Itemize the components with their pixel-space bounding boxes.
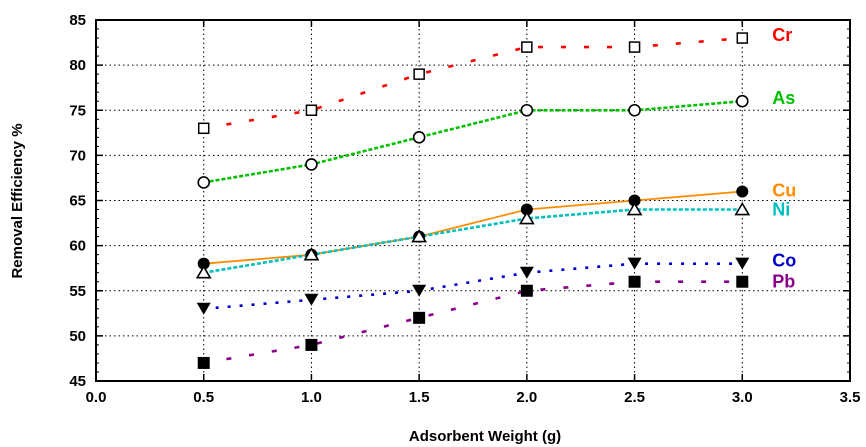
marker-pb	[628, 275, 641, 288]
x-tick-label: 0.0	[86, 389, 107, 406]
marker-cr	[197, 122, 210, 135]
marker-pb	[413, 311, 426, 324]
x-tick-label: 3.0	[732, 389, 753, 406]
y-tick-label: 75	[69, 102, 86, 119]
marker-as	[305, 158, 318, 171]
marker-cu	[520, 203, 533, 216]
marker-co	[304, 293, 319, 306]
series-line-pb	[203, 280, 743, 365]
y-tick-label: 50	[69, 328, 86, 345]
marker-cr	[413, 68, 425, 80]
x-tick-label: 3.5	[840, 389, 861, 406]
y-tick-label: 70	[69, 147, 86, 164]
marker-cr	[305, 104, 318, 116]
series-label-cu: Cu	[772, 180, 796, 200]
axes: 0.0 0.5 1.0 1.5 2.0 2.5 3.0 3.5 45 50 55 60 65 70 75 80…	[69, 12, 860, 406]
x-tick-label: 1.0	[301, 389, 322, 406]
marker-as	[735, 94, 749, 108]
marker-pb	[305, 338, 318, 351]
marker-ni	[195, 265, 212, 279]
series-line-cr	[203, 36, 743, 130]
x-tick-label: 0.5	[193, 389, 214, 406]
marker-ni	[411, 229, 428, 243]
marker-cr	[521, 41, 533, 53]
marker-cu	[628, 194, 641, 207]
series-line-co	[203, 262, 743, 311]
marker-cu	[197, 257, 210, 270]
plot-frame	[95, 19, 851, 382]
series-label-pb: Pb	[772, 272, 795, 292]
marker-pb	[197, 356, 210, 369]
series-line-ni	[203, 208, 743, 274]
x-tick-label: 2.0	[516, 389, 537, 406]
marker-as	[520, 103, 534, 117]
marker-ni	[734, 201, 751, 216]
y-tick-label: 65	[69, 193, 86, 210]
y-tick-label: 55	[69, 283, 86, 300]
marker-co	[412, 284, 427, 297]
grid	[96, 20, 850, 381]
series-label-as: As	[772, 88, 795, 108]
series-label-ni: Ni	[772, 200, 790, 220]
marker-cr	[628, 41, 641, 53]
marker-co	[196, 302, 211, 315]
marker-cu	[736, 185, 749, 198]
x-tick-label: 2.5	[624, 389, 645, 406]
marker-ni	[303, 247, 320, 261]
series-line-as	[203, 99, 743, 184]
marker-as	[628, 103, 641, 117]
series-lines	[203, 36, 743, 365]
series-line-cu	[203, 190, 743, 265]
marker-cr	[736, 32, 749, 44]
marker-as	[412, 131, 426, 144]
marker-pb	[736, 275, 749, 288]
marker-ni	[626, 201, 643, 216]
y-tick-label: 80	[69, 57, 86, 74]
marker-pb	[520, 284, 533, 297]
y-tick-label: 85	[69, 12, 86, 29]
marker-co	[627, 257, 642, 270]
x-axis-title: Adsorbent Weight (g)	[409, 428, 561, 445]
marker-as	[197, 176, 211, 189]
series-label-cr: Cr	[772, 25, 792, 45]
y-tick-label: 60	[69, 238, 86, 255]
series-markers	[195, 32, 751, 369]
marker-ni	[518, 210, 535, 225]
x-tick-label: 1.5	[409, 389, 430, 406]
y-axis-title: Removal Efficiency %	[9, 123, 26, 278]
y-tick-label: 45	[69, 373, 86, 390]
marker-co	[735, 257, 750, 270]
series-label-co: Co	[772, 251, 796, 271]
marker-co	[519, 266, 534, 279]
